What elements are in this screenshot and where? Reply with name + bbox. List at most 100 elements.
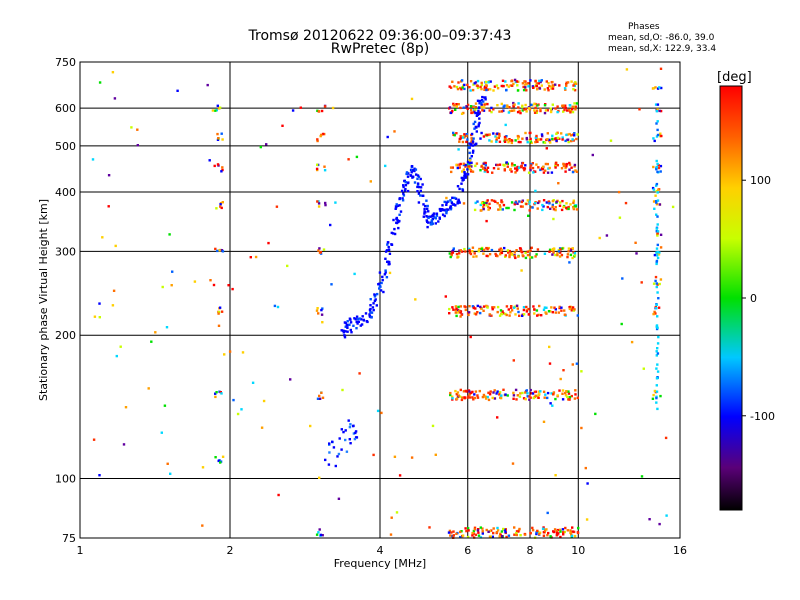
- colorbar-unit-label: [deg]: [717, 70, 752, 85]
- band-point: [535, 138, 538, 141]
- trace-point: [401, 199, 405, 202]
- band-point: [477, 534, 481, 537]
- band-point: [562, 110, 565, 113]
- band-point: [497, 208, 500, 211]
- band-point: [458, 249, 461, 252]
- band-point: [502, 109, 505, 112]
- band-point: [471, 390, 474, 394]
- scatter-point: [656, 407, 659, 411]
- band-point: [551, 103, 554, 106]
- trace-point: [435, 212, 439, 215]
- band-point: [572, 201, 575, 204]
- band-point: [479, 85, 482, 89]
- band-point: [496, 310, 499, 314]
- trace-point: [445, 208, 448, 211]
- band-point: [500, 102, 503, 106]
- band-point: [484, 168, 487, 172]
- noise-point: [388, 271, 392, 275]
- noise-point: [609, 139, 613, 142]
- trace-point: [378, 271, 382, 274]
- band-point: [450, 534, 454, 538]
- band-point: [483, 167, 487, 170]
- scatter-point: [656, 291, 659, 294]
- band-point: [490, 248, 494, 252]
- scatter-point: [315, 309, 319, 312]
- trace-point: [349, 321, 353, 324]
- band-point: [541, 134, 544, 138]
- band-point: [564, 139, 567, 143]
- band-point: [503, 167, 506, 171]
- band-point: [565, 162, 569, 166]
- noise-point: [635, 252, 638, 255]
- band-point: [458, 309, 461, 312]
- band-point: [489, 80, 492, 83]
- band-point: [510, 252, 513, 255]
- band-point: [529, 531, 532, 535]
- band-point: [562, 162, 565, 166]
- noise-point: [468, 159, 472, 162]
- trace-point: [354, 430, 358, 433]
- band-point: [566, 81, 570, 84]
- band-point: [457, 103, 460, 106]
- trace-point: [365, 320, 368, 323]
- band-point: [546, 171, 550, 174]
- band-point: [560, 309, 563, 312]
- band-point: [459, 535, 462, 539]
- trace-point: [403, 179, 406, 183]
- band-point: [471, 170, 475, 173]
- band-point: [468, 396, 472, 399]
- band-point: [512, 109, 516, 112]
- band-point: [505, 161, 508, 164]
- band-point: [459, 162, 462, 166]
- band-point: [537, 82, 540, 85]
- band-point: [483, 248, 486, 251]
- band-point: [507, 141, 510, 144]
- band-point: [476, 396, 480, 399]
- noise-point: [277, 493, 280, 497]
- band-point: [498, 204, 501, 207]
- band-point: [491, 308, 494, 311]
- band-point: [576, 314, 579, 317]
- trace-point: [445, 211, 448, 215]
- noise-point: [208, 159, 211, 162]
- noise-point: [98, 81, 102, 84]
- trace-point: [331, 440, 334, 443]
- band-point: [529, 164, 533, 167]
- trace-point: [443, 200, 446, 204]
- noise-point: [485, 219, 488, 223]
- band-point: [551, 80, 554, 84]
- noise-point: [551, 404, 554, 407]
- band-point: [551, 199, 555, 203]
- band-point: [460, 313, 463, 316]
- scatter-point: [656, 352, 660, 355]
- band-point: [464, 165, 467, 168]
- band-point: [552, 247, 556, 251]
- band-point: [527, 171, 531, 174]
- trace-point: [390, 231, 393, 235]
- band-point: [508, 255, 511, 259]
- scatter-point: [221, 166, 224, 169]
- trace-point: [340, 329, 343, 332]
- band-point: [512, 306, 516, 309]
- band-point: [480, 81, 483, 85]
- trace-point: [430, 221, 434, 224]
- band-point: [496, 526, 499, 530]
- scatter-point: [318, 247, 321, 250]
- noise-point: [556, 136, 560, 140]
- band-point: [539, 138, 543, 141]
- trace-point: [328, 451, 331, 454]
- trace-point: [470, 155, 473, 158]
- band-point: [481, 527, 484, 530]
- band-point: [485, 254, 488, 258]
- band-point: [538, 531, 542, 534]
- band-point: [550, 392, 553, 395]
- scatter-point: [652, 87, 655, 90]
- noise-point: [136, 128, 139, 131]
- noise-point: [457, 148, 460, 151]
- scatter-point: [658, 109, 661, 113]
- band-point: [568, 398, 571, 401]
- band-point: [510, 139, 513, 142]
- band-point: [473, 526, 477, 529]
- band-point: [564, 526, 567, 530]
- trace-point: [419, 189, 422, 193]
